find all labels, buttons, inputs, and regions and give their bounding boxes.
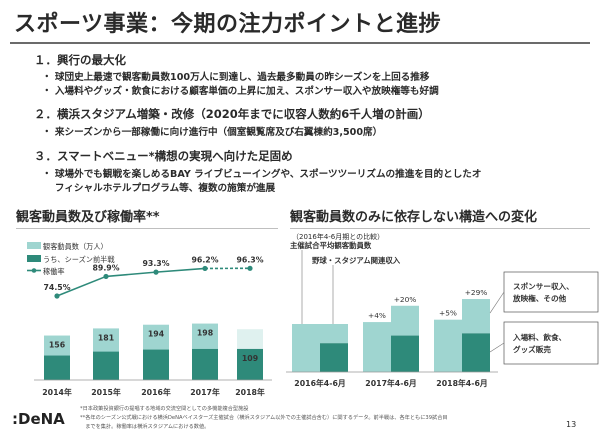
- right-chart-title: 観客動員数のみに依存しない構造への変化: [290, 210, 538, 225]
- right-chart-title-rule: [290, 228, 590, 229]
- bar-value-label: 194: [148, 330, 165, 339]
- bar-attendance: [363, 322, 391, 372]
- footnote-1: *日本政策投資銀行の提唱する地域の交流空間としての多機能複合型施設: [80, 406, 249, 412]
- dena-logo: :DeNA: [12, 410, 65, 428]
- bar-attendance: [292, 324, 320, 372]
- title-divider: [10, 42, 590, 44]
- legend-attendance: 主催試合平均観客動員数: [290, 241, 372, 250]
- bar-value-label: 109: [242, 354, 258, 363]
- rate-line-segment: [105, 271, 157, 278]
- x-axis-label: 2018年: [235, 387, 265, 397]
- bar-sponsor-revenue: [462, 299, 490, 334]
- rate-point: [54, 293, 60, 299]
- bar-sponsor-revenue: [391, 305, 419, 336]
- growth-label: +4%: [368, 311, 386, 320]
- bar-attendance: [434, 319, 462, 372]
- left-chart-title: 観客動員数及び稼働率**: [16, 210, 160, 225]
- rate-point: [103, 273, 109, 280]
- legend-label-rate: 稼働率: [43, 267, 65, 276]
- growth-label: +29%: [465, 288, 488, 297]
- left-chart-title-rule: [16, 228, 278, 229]
- section-heading-2: ２．横浜スタジアム増築・改修（2020年までに収容人数約6千人増の計画）: [34, 107, 430, 121]
- box-ticket-line-2: グッズ販売: [513, 344, 551, 354]
- bar-value-label: 181: [98, 333, 114, 342]
- x-axis-label: 2014年: [42, 387, 72, 397]
- section-heading-1: １．興行の最大化: [34, 53, 126, 67]
- rate-label: 74.5%: [43, 283, 70, 292]
- section-2-bullet-1: ・ 来シーズンから一部稼働に向け進行中（個室観覧席及び右翼棟約3,500席）: [42, 127, 383, 138]
- legend-label-total: 観客動員数（万人）: [43, 242, 108, 251]
- box-sponsor-line-2: 放映権、その他: [512, 293, 567, 303]
- x-axis-label: 2016年4-6月: [294, 378, 345, 388]
- box-sponsor-line-1: スポンサー収入、: [513, 281, 574, 291]
- legend-revenue: 野球・スタジアム関連収入: [312, 256, 401, 265]
- rate-line-segment: [155, 267, 206, 273]
- rate-point: [247, 265, 253, 271]
- bar-ticket-revenue: [462, 333, 490, 372]
- x-axis-label: 2016年: [141, 387, 171, 397]
- leader-sponsor: [489, 291, 505, 314]
- rate-label: 89.9%: [92, 263, 119, 272]
- bar-first-half: [93, 351, 119, 380]
- bar-value-label: 156: [49, 341, 65, 350]
- box-sponsor: [503, 271, 599, 313]
- section-1-bullet-1: ・ 球団史上最速で観客動員数100万人に到達し、過去最多動員の昨シーズンを上回る…: [42, 72, 430, 83]
- section-heading-3: ３．スマートベニュー*構想の実現へ向けた足固め: [34, 149, 293, 163]
- bar-first-half: [237, 348, 263, 380]
- rate-point: [202, 265, 208, 272]
- bar-value-label: 198: [197, 329, 213, 338]
- revenue-structure-chart: 2016年4-6月 2017年4-6月 2018年4-6月 +4% +20% +5% +29…: [286, 241, 599, 388]
- leader-ticket: [489, 342, 505, 353]
- footnote-3: までを集計。稼働率は横浜スタジアムにおける数値。: [80, 424, 210, 430]
- bar-ticket-revenue: [320, 343, 348, 372]
- footnote-2: **各年のシーズン公式戦における横浜DeNAベイスターズ主催試合（横浜スタジアム…: [80, 415, 448, 421]
- rate-label: 93.3%: [142, 259, 169, 268]
- bar-first-half: [44, 355, 70, 380]
- x-axis-label: 2017年: [190, 387, 220, 397]
- section-3-bullet-1: ・ 球場外でも観戦を楽しめるBAY ライブビューイングや、スポーツツーリズムの推…: [42, 169, 482, 180]
- x-axis-label: 2015年: [91, 387, 121, 397]
- rate-label: 96.3%: [236, 255, 263, 264]
- legend-swatch-first-half: [27, 255, 41, 262]
- rate-line-segment: [56, 275, 107, 297]
- x-axis-label: 2017年4-6月: [365, 378, 416, 388]
- box-ticket-line-1: 入場料、飲食、: [512, 332, 566, 342]
- page-title: スポーツ事業：今期の注力ポイントと進捗: [14, 12, 442, 37]
- section-1-bullet-2: ・ 入場料やグッズ・飲食における顧客単価の上昇に加え、スポンサー収入や放映権等も…: [42, 86, 439, 97]
- growth-label: +20%: [394, 295, 417, 304]
- bar-first-half: [143, 349, 169, 380]
- growth-label: +5%: [439, 309, 457, 318]
- rate-point: [153, 269, 159, 275]
- page-number: 13: [566, 420, 577, 429]
- legend-swatch-total: [27, 242, 41, 249]
- right-chart-subtitle: （2016年4-6月期との比較）: [292, 233, 385, 241]
- legend-marker-rate: [31, 268, 37, 273]
- bar-sponsor-revenue: [320, 324, 348, 344]
- section-3-bullet-2: フィシャルホテルプログラム等、複数の施策が進展: [42, 183, 276, 194]
- x-axis-label: 2018年4-6月: [436, 378, 487, 388]
- legend-label-first-half: うち、シーズン前半戦: [43, 255, 115, 264]
- rate-label: 96.2%: [191, 255, 218, 264]
- box-ticket: [503, 321, 599, 365]
- bar-ticket-revenue: [391, 335, 419, 372]
- bar-first-half: [192, 348, 218, 380]
